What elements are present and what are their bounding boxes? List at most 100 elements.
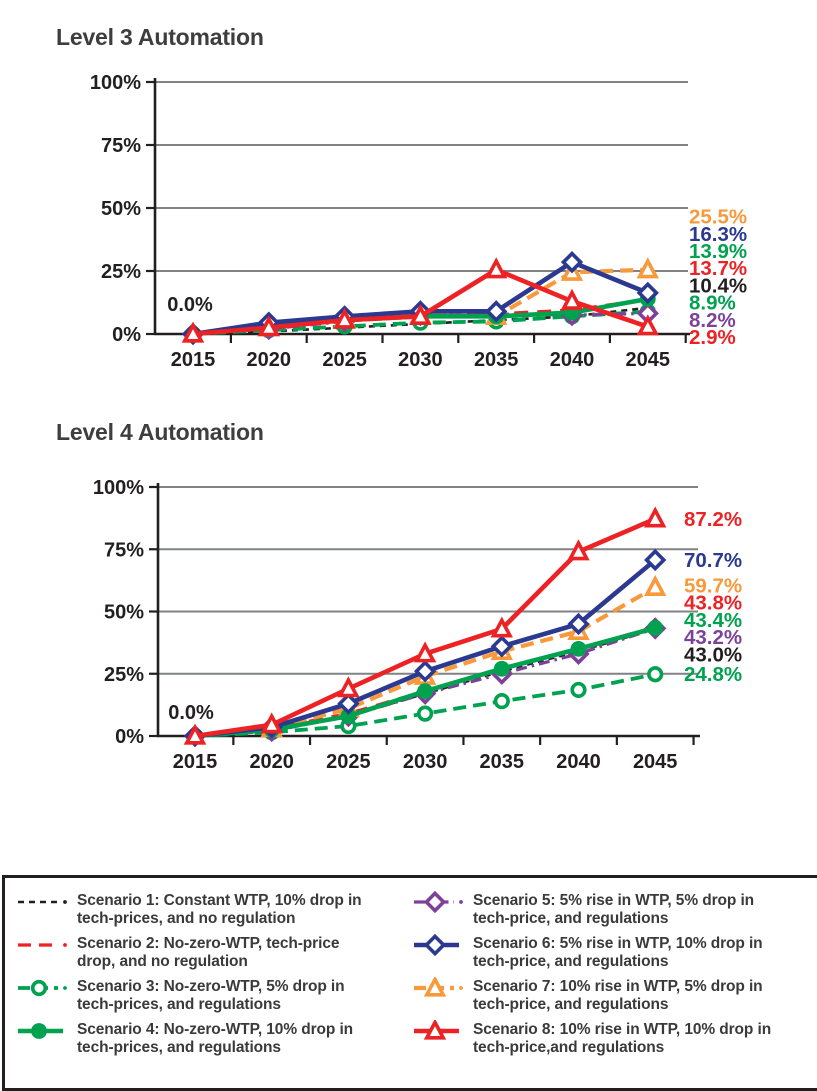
end-value-label: 13.9%	[689, 240, 747, 263]
legend-sample-dashed-none	[18, 900, 67, 904]
charts-canvas: 0% 25% 50% 75% 100% 2015 2020 2025 2030 2035 2040 2…	[90, 72, 747, 773]
x-tick-label: 2015	[171, 349, 216, 371]
legend-column-left: Scenario 1: Constant WTP, 10% drop in te…	[17, 892, 413, 1088]
y-tick-label: 50%	[104, 602, 144, 624]
data-point-marker	[337, 676, 360, 698]
end-value-label: 8.9%	[689, 292, 736, 315]
x-tick-label: 2020	[247, 349, 292, 371]
legend-sample-marker	[423, 934, 447, 956]
legend-sample-solid-diamond-open	[414, 934, 459, 956]
end-value-label: 8.2%	[689, 309, 736, 332]
data-point-marker	[417, 683, 434, 700]
legend-sample-dot	[63, 900, 67, 904]
legend-sample-dot	[63, 943, 67, 947]
end-value-label: 43.4%	[684, 609, 742, 632]
data-point-marker	[260, 712, 283, 734]
data-point-marker	[485, 257, 508, 279]
end-value-label: 13.7%	[689, 257, 747, 280]
legend-sample-dot	[459, 900, 463, 904]
y-tick-label: 50%	[101, 198, 141, 220]
end-value-label: 16.3%	[689, 223, 747, 246]
y-tick-label: 25%	[104, 664, 144, 686]
series-scenario-8	[183, 506, 667, 745]
data-point-marker	[183, 723, 207, 745]
data-point-marker	[636, 281, 659, 305]
data-point-marker	[493, 693, 510, 710]
x-tick-label: 2045	[626, 349, 671, 371]
legend-label: Scenario 5: 5% rise in WTP, 5% drop in t…	[473, 892, 755, 927]
x-tick-label: 2045	[633, 751, 678, 773]
level3-chart: 0% 25% 50% 75% 100% 2015 2020 2025 2030 2035 2040 2…	[90, 72, 747, 371]
legend-sample-dash-dot-diamond-open	[414, 891, 463, 913]
x-tick-label: 2035	[480, 751, 525, 773]
legend-item-scenario-7: Scenario 7: 10% rise in WTP, 5% drop in …	[413, 977, 803, 1013]
data-point-marker	[413, 660, 437, 683]
end-value-label: 43.8%	[684, 592, 742, 615]
x-tick-label: 2025	[326, 751, 371, 773]
origin-value-label: 0.0%	[168, 702, 214, 724]
legend-sample-dot	[63, 986, 67, 990]
end-value-label: 70.7%	[684, 549, 742, 572]
data-point-marker	[644, 506, 667, 528]
data-point-marker	[636, 257, 659, 279]
legend-item-scenario-2: Scenario 2: No-zero-WTP, tech-price drop…	[17, 935, 413, 970]
data-point-marker	[417, 705, 434, 722]
data-point-marker	[567, 612, 590, 636]
end-value-label: 25.5%	[689, 206, 747, 229]
end-value-label: 2.9%	[689, 326, 736, 349]
legend-column-right: Scenario 5: 5% rise in WTP, 5% drop in t…	[413, 891, 803, 1088]
legend-label: Scenario 3: No-zero-WTP, 5% drop in tech…	[77, 978, 345, 1013]
level3-chart-title: Level 3 Automation	[56, 24, 264, 50]
x-tick-label: 2020	[249, 751, 294, 773]
end-value-label: 24.8%	[684, 663, 742, 686]
data-point-marker	[567, 539, 590, 561]
x-tick-label: 2015	[173, 751, 218, 773]
data-point-marker	[636, 314, 659, 336]
legend-sample-solid-triangle-open	[414, 1020, 459, 1040]
data-point-marker	[485, 300, 508, 323]
level4-chart: 0% 25% 50% 75% 100% 2015 2020 2025 2030 2035 2040 2…	[93, 477, 742, 773]
legend-sample-solid-circle-filled	[18, 1023, 63, 1039]
x-tick-label: 2030	[403, 751, 448, 773]
y-tick-label: 75%	[101, 135, 141, 157]
data-point-marker	[560, 251, 584, 274]
legend-sample-dashed-triangle-open	[414, 977, 463, 997]
x-tick-label: 2030	[398, 349, 443, 371]
y-tick-label: 75%	[104, 539, 144, 561]
data-point-marker	[647, 620, 664, 636]
data-point-marker	[493, 660, 510, 677]
end-value-label: 87.2%	[684, 508, 742, 531]
legend-label: Scenario 6: 5% rise in WTP, 10% drop in …	[473, 935, 763, 970]
legend-sample-marker	[30, 979, 48, 997]
y-tick-label: 0%	[115, 726, 144, 748]
end-value-label: 43.2%	[684, 626, 742, 649]
end-value-label: 10.4%	[689, 274, 747, 297]
data-point-marker	[181, 321, 205, 343]
legend-label: Scenario 7: 10% rise in WTP, 5% drop in …	[473, 978, 763, 1013]
data-point-marker	[570, 681, 587, 699]
x-tick-label: 2025	[322, 349, 367, 371]
data-point-marker	[647, 666, 664, 683]
legend-sample-marker	[31, 1023, 47, 1039]
data-point-marker	[413, 641, 437, 663]
end-value-label: 59.7%	[684, 575, 742, 598]
origin-value-label: 0.0%	[167, 294, 213, 316]
y-tick-label: 25%	[101, 261, 141, 283]
legend-item-scenario-3: Scenario 3: No-zero-WTP, 5% drop in tech…	[17, 978, 413, 1013]
data-point-marker	[560, 288, 584, 310]
data-point-marker	[337, 692, 360, 715]
x-tick-label: 2040	[550, 349, 595, 371]
x-tick-label: 2040	[556, 751, 601, 773]
end-value-label: 43.0%	[684, 643, 742, 666]
data-point-marker	[490, 616, 513, 638]
legend-item-scenario-1: Scenario 1: Constant WTP, 10% drop in te…	[17, 892, 413, 927]
legend-item-scenario-6: Scenario 6: 5% rise in WTP, 10% drop in …	[413, 934, 803, 970]
legend-label: Scenario 2: No-zero-WTP, tech-price drop…	[77, 935, 340, 970]
legend-item-scenario-5: Scenario 5: 5% rise in WTP, 5% drop in t…	[413, 891, 803, 927]
data-point-marker	[333, 307, 356, 329]
legend-sample-marker	[423, 1020, 447, 1040]
legend-sample-dot	[459, 986, 463, 990]
data-point-marker	[409, 303, 432, 325]
y-tick-label: 0%	[112, 324, 141, 346]
legend-label: Scenario 1: Constant WTP, 10% drop in te…	[77, 892, 362, 927]
